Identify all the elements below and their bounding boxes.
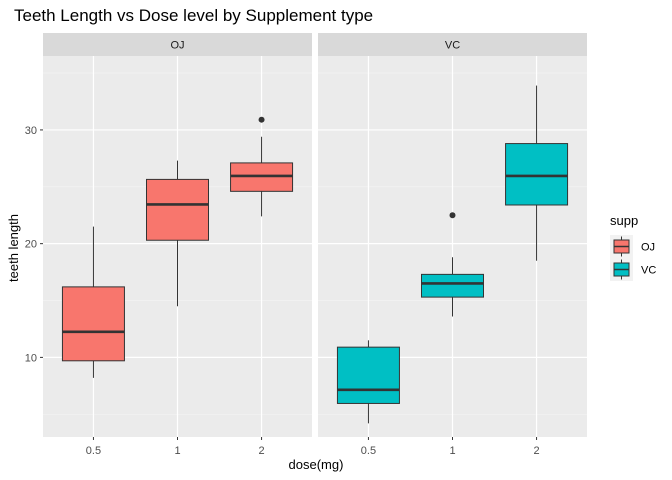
chart-title: Teeth Length vs Dose level by Supplement… [14,6,373,25]
outlier-point [449,212,456,219]
x-tick-label: 1 [174,445,180,457]
facet-panels: OJ VC [43,33,587,437]
boxplot-oj-0.5 [61,226,125,378]
y-tick-label: 20 [25,239,37,251]
y-tick-label: 30 [25,125,37,137]
facet-strip-label: VC [445,40,460,52]
x-tick-label: 2 [259,445,265,457]
legend-entry-oj: OJ [610,235,655,258]
box-body [505,143,569,206]
facet-panel-oj: OJ [43,33,312,437]
facet-strip [43,33,312,56]
facet-strip [318,33,587,56]
boxplot-vc-1 [421,212,484,317]
boxplot-vc-2 [505,85,569,261]
legend-entry-label: OJ [641,242,655,254]
legend-title: supp [610,213,638,228]
x-axis-title: dose(mg) [289,457,344,472]
box-body [421,273,484,298]
x-tick-label: 0.5 [361,445,376,457]
box-body [146,178,209,241]
legend-entry-vc: VC [610,258,656,281]
boxplot-oj-2 [230,116,294,217]
x-tick-label: 1 [449,445,455,457]
facet-strip-label: OJ [170,40,184,52]
boxplot-oj-1 [146,160,209,307]
x-tick-label: 2 [534,445,540,457]
legend-entry-label: VC [641,265,656,277]
box-body [61,286,125,362]
facet-panel-vc: VC [318,33,587,437]
y-tick-label: 10 [25,352,37,364]
y-axis: 10 20 30 [25,125,43,364]
legend: supp OJ VC [610,213,656,281]
box-body [336,346,400,404]
y-axis-title: teeth length [6,214,21,282]
outlier-point [258,116,265,123]
boxplot-vc-0.5 [336,340,400,424]
x-axis: 0.5 1 2 0.5 1 2 [86,437,540,457]
x-tick-label: 0.5 [86,445,101,457]
